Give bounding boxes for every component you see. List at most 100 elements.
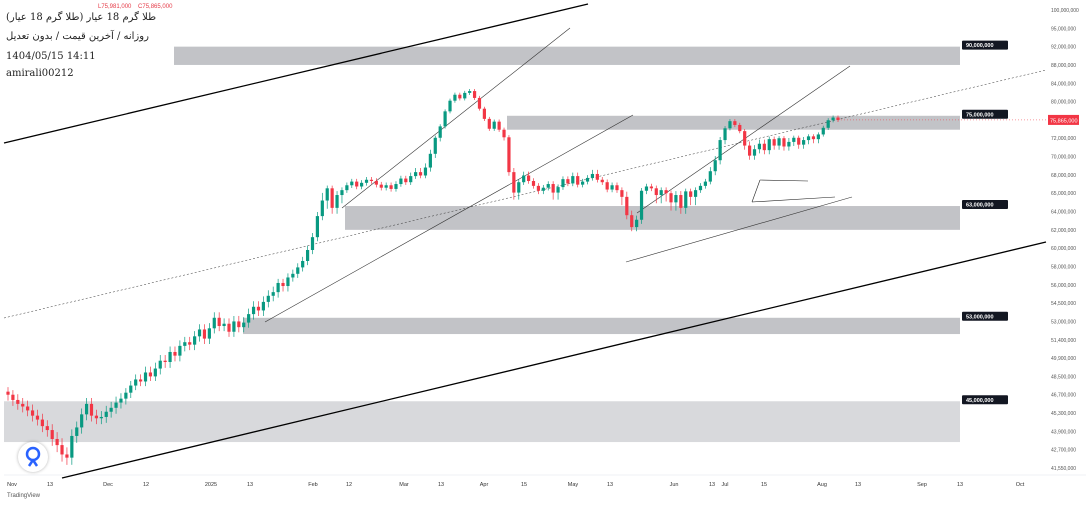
candle-body xyxy=(330,188,334,208)
candle-body xyxy=(320,200,324,217)
candle-body xyxy=(114,402,118,408)
candle-body xyxy=(399,178,403,185)
trendline[interactable] xyxy=(3,3,589,144)
zone-label-text: 45,000,000 xyxy=(966,398,994,404)
candlestick-series xyxy=(6,89,1046,465)
trendline[interactable] xyxy=(751,196,836,203)
candle-body xyxy=(802,140,806,145)
candle-body xyxy=(752,149,757,156)
candle-body xyxy=(345,185,349,191)
candle-body xyxy=(340,190,344,196)
candle-body xyxy=(379,184,383,188)
trendline[interactable] xyxy=(759,179,809,182)
candle-body xyxy=(816,134,820,140)
candle-body xyxy=(80,414,84,428)
candle-body xyxy=(168,351,172,363)
candle-body xyxy=(16,399,20,404)
candle-body xyxy=(384,185,388,188)
candle-body xyxy=(581,181,585,185)
candle-body xyxy=(21,403,25,407)
candle-body xyxy=(448,100,452,112)
candle-body xyxy=(767,139,771,151)
support-resistance-zones xyxy=(4,46,960,443)
candle-body xyxy=(531,180,536,186)
candle-body xyxy=(109,407,113,412)
trendline[interactable] xyxy=(751,179,761,203)
candle-body xyxy=(635,219,639,228)
trendline[interactable] xyxy=(3,69,1047,319)
candle-body xyxy=(193,336,197,345)
candle-body xyxy=(414,172,418,177)
candle-body xyxy=(30,410,35,416)
candle-body xyxy=(639,190,644,220)
candle-body xyxy=(443,111,447,127)
candle-body xyxy=(364,179,369,183)
zone-label-badge xyxy=(962,395,1008,405)
chart-author: amirali00212 xyxy=(6,68,74,79)
trendline[interactable] xyxy=(264,114,634,323)
ohlc-readout: L75,981,000 C75,865,000 xyxy=(98,4,177,10)
candle-body xyxy=(703,181,707,186)
candle-body xyxy=(497,121,501,130)
candle-body xyxy=(782,138,786,147)
chart-title: طلا گرم 18 عیار (طلا گرم 18 عیار) xyxy=(6,12,157,23)
candle-body xyxy=(836,117,840,120)
tradingview-brand: TradingView xyxy=(7,493,41,499)
candle-body xyxy=(792,137,796,142)
candle-body xyxy=(674,195,678,203)
candle-body xyxy=(821,127,825,135)
time-tick-label: Oct xyxy=(1016,482,1025,488)
time-tick-label: 15 xyxy=(761,482,767,488)
candle-body xyxy=(689,191,693,197)
price-zone[interactable] xyxy=(243,317,960,335)
candle-body xyxy=(477,97,482,109)
candle-body xyxy=(728,121,732,129)
candle-body xyxy=(595,173,599,180)
trendline[interactable] xyxy=(625,196,853,263)
candle-body xyxy=(227,323,231,332)
price-tick-label: 65,000,000 xyxy=(1051,191,1076,197)
price-tick-label: 64,000,000 xyxy=(1051,210,1076,216)
candle-body xyxy=(84,403,89,415)
candle-body xyxy=(831,117,835,121)
candle-body xyxy=(777,138,781,146)
candle-body xyxy=(139,379,143,382)
candle-body xyxy=(124,392,128,399)
candle-body xyxy=(70,435,74,458)
candle-body xyxy=(40,419,44,427)
candle-body xyxy=(202,329,207,339)
price-tick-label: 48,500,000 xyxy=(1051,374,1076,380)
candle-body xyxy=(89,403,94,416)
candle-body xyxy=(315,216,320,238)
candle-body xyxy=(104,411,108,417)
trendline[interactable] xyxy=(61,241,1047,479)
candle-body xyxy=(60,445,64,455)
candle-body xyxy=(551,184,555,193)
candle-body xyxy=(713,160,717,172)
last-price-badge xyxy=(1048,114,1079,125)
price-tick-label: 49,900,000 xyxy=(1051,356,1076,362)
price-tick-label: 58,000,000 xyxy=(1051,264,1076,270)
candle-body xyxy=(310,237,315,250)
candle-body xyxy=(541,187,545,191)
price-tick-label: 68,000,000 xyxy=(1051,173,1076,179)
time-tick-label: 13 xyxy=(47,482,53,488)
trendline[interactable] xyxy=(341,27,571,209)
candle-body xyxy=(772,139,776,146)
zone-label-badge xyxy=(962,40,1008,50)
candle-body xyxy=(173,351,177,356)
candle-body xyxy=(517,182,521,193)
price-zone[interactable] xyxy=(345,206,960,230)
candle-body xyxy=(723,128,727,141)
candle-body xyxy=(143,372,148,382)
candle-body xyxy=(394,184,398,189)
candle-body xyxy=(615,185,619,191)
candle-body xyxy=(94,415,99,419)
price-zone[interactable] xyxy=(4,401,960,443)
candle-body xyxy=(247,314,251,323)
candle-body xyxy=(433,137,437,154)
candle-body xyxy=(207,328,211,339)
candle-body xyxy=(507,137,511,173)
price-zone[interactable] xyxy=(174,46,960,65)
